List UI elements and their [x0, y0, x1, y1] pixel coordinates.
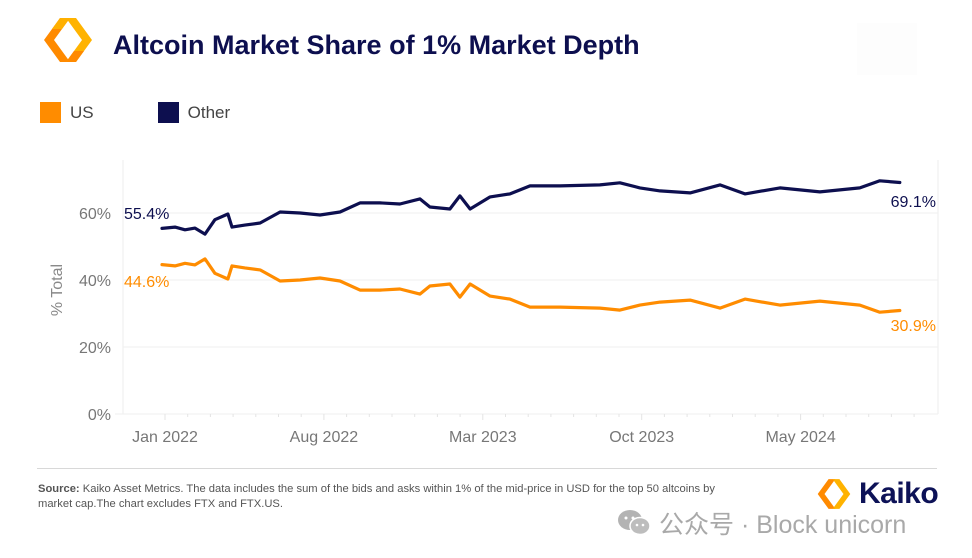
data-label-us-start: 44.6% — [124, 274, 169, 291]
source-label: Source: — [38, 483, 80, 495]
series-line-us — [160, 257, 902, 314]
source-footnote: Source: Kaiko Asset Metrics. The data in… — [38, 482, 738, 512]
legend: US Other — [40, 102, 294, 123]
footer-divider — [37, 468, 937, 469]
y-axis-label: % Total — [49, 264, 66, 316]
legend-item-other: Other — [157, 102, 231, 123]
y-tick-label: 60% — [79, 206, 111, 223]
legend-label-us: US — [70, 102, 94, 122]
chart-title: Altcoin Market Share of 1% Market Depth — [113, 30, 640, 60]
x-tick-label: May 2024 — [765, 429, 835, 446]
wechat-icon — [618, 510, 651, 536]
watermark: 公众号 · Block unicorn — [617, 505, 906, 541]
line-chart: 0% 20% 40% 60% Jan 2022 Aug 2022 Mar 2023 Oct 2… — [49, 160, 939, 446]
legend-label-other: Other — [187, 102, 231, 122]
x-tick-label: Mar 2023 — [449, 429, 517, 446]
kaiko-brand: Kaiko — [815, 476, 939, 512]
y-tick-label: 40% — [79, 273, 111, 290]
blank-panel — [857, 23, 917, 75]
legend-swatch-us — [40, 102, 61, 123]
kaiko-brand-icon — [817, 479, 851, 509]
x-tick-label: Aug 2022 — [290, 429, 359, 446]
x-tick-label: Jan 2022 — [132, 429, 198, 446]
x-tick-label: Oct 2023 — [609, 429, 674, 446]
legend-item-us: US — [40, 102, 94, 123]
y-tick-label: 20% — [79, 340, 111, 357]
kaiko-wordmark: Kaiko — [859, 477, 939, 510]
source-text: Kaiko Asset Metrics. The data includes t… — [38, 483, 715, 510]
data-label-other-end: 69.1% — [891, 194, 936, 211]
watermark-text: 公众号 · Block unicorn — [659, 511, 907, 539]
data-label-other-start: 55.4% — [124, 206, 169, 223]
legend-swatch-other — [157, 102, 179, 123]
kaiko-logo-icon — [44, 18, 92, 62]
y-tick-label: 0% — [88, 407, 111, 424]
data-label-us-end: 30.9% — [891, 318, 936, 335]
series-line-other — [160, 179, 902, 236]
